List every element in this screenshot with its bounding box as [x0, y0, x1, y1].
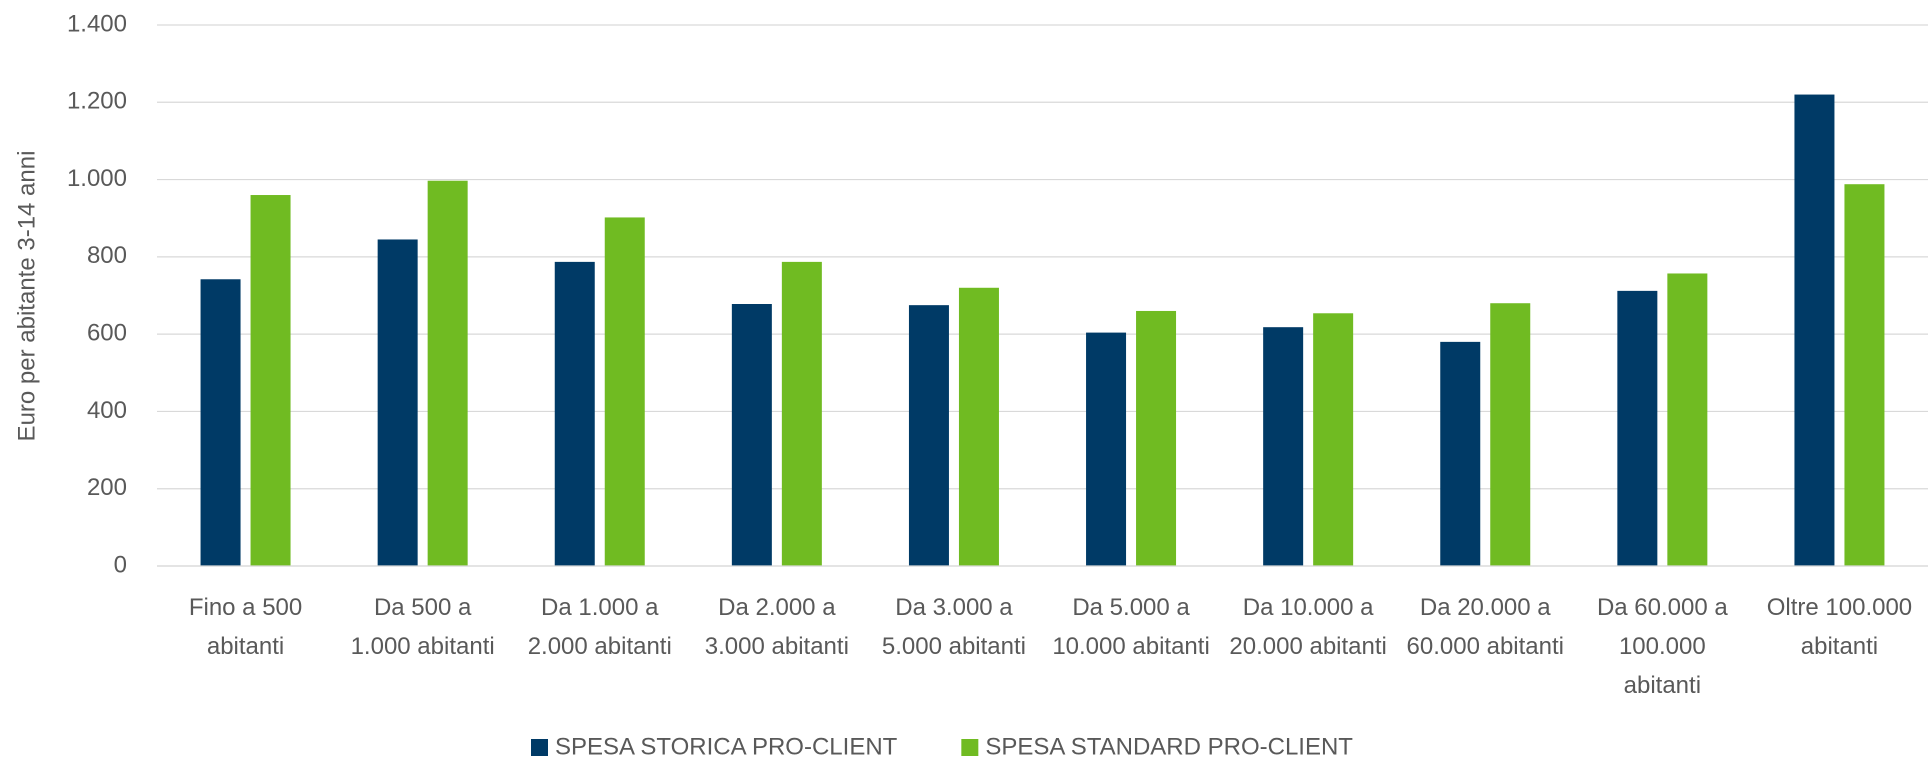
bar	[200, 279, 241, 566]
x-tick-label-line: 100.000	[1619, 633, 1706, 660]
bar	[1794, 94, 1835, 567]
x-tick-label-line: abitanti	[207, 633, 284, 660]
x-tick-label-line: Fino a 500	[189, 594, 302, 621]
y-tick-label: 0	[114, 551, 127, 578]
y-tick-label: 1.200	[67, 88, 127, 115]
x-tick-label-line: 3.000 abitanti	[705, 633, 849, 660]
bar	[731, 304, 772, 566]
bar	[1667, 273, 1708, 566]
x-tick-label: Da 5.000 a 10.000 abitanti	[1052, 594, 1209, 660]
x-tick-label: Oltre 100.000 abitanti	[1767, 594, 1912, 660]
y-axis-label: Euro per abitante 3-14 anni	[13, 151, 40, 442]
x-tick-label-line: 60.000 abitanti	[1407, 633, 1564, 660]
bar	[1313, 313, 1354, 566]
x-tick-label: Da 500 a 1.000 abitanti	[351, 594, 495, 660]
x-tick-label-line: Da 10.000 a	[1243, 594, 1374, 621]
legend-swatch	[531, 739, 548, 756]
legend-label: SPESA STORICA PRO-CLIENT	[555, 733, 898, 760]
x-tick-label: Da 3.000 a 5.000 abitanti	[882, 594, 1026, 660]
bar	[604, 217, 645, 567]
x-tick-label-line: Da 2.000 a	[718, 594, 836, 621]
x-tick-label: Da 10.000 a 20.000 abitanti	[1229, 594, 1386, 660]
bar	[377, 239, 418, 567]
legend-label: SPESA STANDARD PRO-CLIENT	[985, 733, 1353, 760]
bar	[958, 287, 999, 566]
bar	[427, 180, 468, 566]
y-tick-label: 1.000	[67, 165, 127, 192]
x-tick-label-line: Da 60.000 a	[1597, 594, 1728, 621]
x-tick-label: Da 1.000 a 2.000 abitanti	[528, 594, 672, 660]
x-tick-label-line: 20.000 abitanti	[1229, 633, 1386, 660]
y-tick-label: 400	[87, 397, 127, 424]
bar	[781, 261, 822, 566]
bar	[1844, 184, 1885, 567]
bar	[1136, 310, 1177, 566]
x-tick-label-line: Da 20.000 a	[1420, 594, 1551, 621]
x-tick-label: Da 2.000 a 3.000 abitanti	[705, 594, 849, 660]
x-tick-label-line: Da 1.000 a	[541, 594, 659, 621]
bar	[908, 305, 949, 566]
x-tick-label-line: 5.000 abitanti	[882, 633, 1026, 660]
y-tick-label: 1.400	[67, 10, 127, 37]
x-tick-label: Fino a 500 abitanti	[189, 594, 302, 660]
x-tick-label: Da 60.000 a 100.000 abitanti	[1597, 594, 1728, 699]
y-tick-label: 600	[87, 319, 127, 346]
x-tick-label-line: Da 5.000 a	[1072, 594, 1190, 621]
legend-swatch	[961, 739, 979, 756]
bar	[554, 261, 595, 566]
x-tick-label-line: abitanti	[1624, 672, 1701, 699]
y-tick-label: 200	[87, 474, 127, 501]
x-tick-label-line: Da 3.000 a	[895, 594, 1013, 621]
x-tick-label-line: Oltre 100.000	[1767, 594, 1912, 621]
x-tick-label-line: 2.000 abitanti	[528, 633, 672, 660]
bar	[1490, 303, 1531, 566]
x-tick-label-line: 1.000 abitanti	[351, 633, 495, 660]
x-tick-label-line: Da 500 a	[374, 594, 472, 621]
x-tick-label: Da 20.000 a 60.000 abitanti	[1407, 594, 1564, 660]
x-tick-label-line: abitanti	[1801, 633, 1878, 660]
y-tick-label: 800	[87, 242, 127, 269]
bar	[250, 195, 291, 566]
bar	[1440, 341, 1481, 566]
x-tick-label-line: 10.000 abitanti	[1052, 633, 1209, 660]
bar	[1263, 327, 1304, 566]
bar	[1617, 290, 1658, 566]
bar	[1086, 332, 1127, 566]
